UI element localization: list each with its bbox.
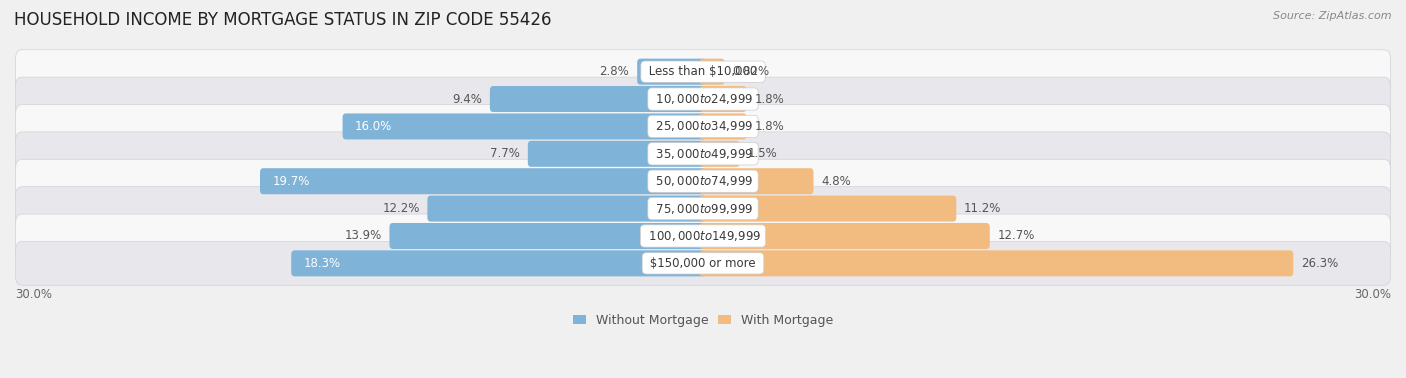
Text: 1.8%: 1.8% [755, 120, 785, 133]
FancyBboxPatch shape [489, 86, 706, 112]
Text: $10,000 to $24,999: $10,000 to $24,999 [652, 92, 754, 106]
Text: 1.8%: 1.8% [755, 93, 785, 105]
FancyBboxPatch shape [15, 242, 1391, 285]
Text: $50,000 to $74,999: $50,000 to $74,999 [652, 174, 754, 188]
Text: 11.2%: 11.2% [965, 202, 1001, 215]
Text: 2.8%: 2.8% [599, 65, 630, 78]
Text: 4.8%: 4.8% [821, 175, 851, 188]
Text: $75,000 to $99,999: $75,000 to $99,999 [652, 201, 754, 215]
FancyBboxPatch shape [343, 113, 706, 139]
FancyBboxPatch shape [15, 159, 1391, 203]
Text: Less than $10,000: Less than $10,000 [645, 65, 761, 78]
Text: 13.9%: 13.9% [344, 229, 381, 242]
Text: 9.4%: 9.4% [453, 93, 482, 105]
FancyBboxPatch shape [700, 141, 740, 167]
Text: 12.7%: 12.7% [998, 229, 1035, 242]
FancyBboxPatch shape [15, 214, 1391, 258]
FancyBboxPatch shape [700, 113, 747, 139]
Text: 26.3%: 26.3% [1301, 257, 1339, 270]
FancyBboxPatch shape [15, 187, 1391, 231]
Text: 16.0%: 16.0% [354, 120, 392, 133]
FancyBboxPatch shape [527, 141, 706, 167]
FancyBboxPatch shape [700, 59, 724, 85]
FancyBboxPatch shape [637, 59, 706, 85]
FancyBboxPatch shape [15, 105, 1391, 148]
Legend: Without Mortgage, With Mortgage: Without Mortgage, With Mortgage [574, 314, 832, 327]
Text: Source: ZipAtlas.com: Source: ZipAtlas.com [1274, 11, 1392, 21]
Text: 19.7%: 19.7% [273, 175, 309, 188]
Text: 18.3%: 18.3% [304, 257, 340, 270]
FancyBboxPatch shape [700, 195, 956, 222]
Text: $100,000 to $149,999: $100,000 to $149,999 [644, 229, 762, 243]
FancyBboxPatch shape [291, 250, 706, 276]
Text: HOUSEHOLD INCOME BY MORTGAGE STATUS IN ZIP CODE 55426: HOUSEHOLD INCOME BY MORTGAGE STATUS IN Z… [14, 11, 551, 29]
Text: 12.2%: 12.2% [382, 202, 419, 215]
Text: 0.82%: 0.82% [733, 65, 769, 78]
Text: $35,000 to $49,999: $35,000 to $49,999 [652, 147, 754, 161]
FancyBboxPatch shape [700, 250, 1294, 276]
FancyBboxPatch shape [700, 86, 747, 112]
FancyBboxPatch shape [700, 223, 990, 249]
FancyBboxPatch shape [15, 77, 1391, 121]
FancyBboxPatch shape [260, 168, 706, 194]
Text: 7.7%: 7.7% [491, 147, 520, 160]
FancyBboxPatch shape [15, 132, 1391, 176]
FancyBboxPatch shape [427, 195, 706, 222]
FancyBboxPatch shape [389, 223, 706, 249]
Text: $25,000 to $34,999: $25,000 to $34,999 [652, 119, 754, 133]
FancyBboxPatch shape [700, 168, 814, 194]
FancyBboxPatch shape [15, 50, 1391, 94]
Text: 1.5%: 1.5% [748, 147, 778, 160]
Text: $150,000 or more: $150,000 or more [647, 257, 759, 270]
